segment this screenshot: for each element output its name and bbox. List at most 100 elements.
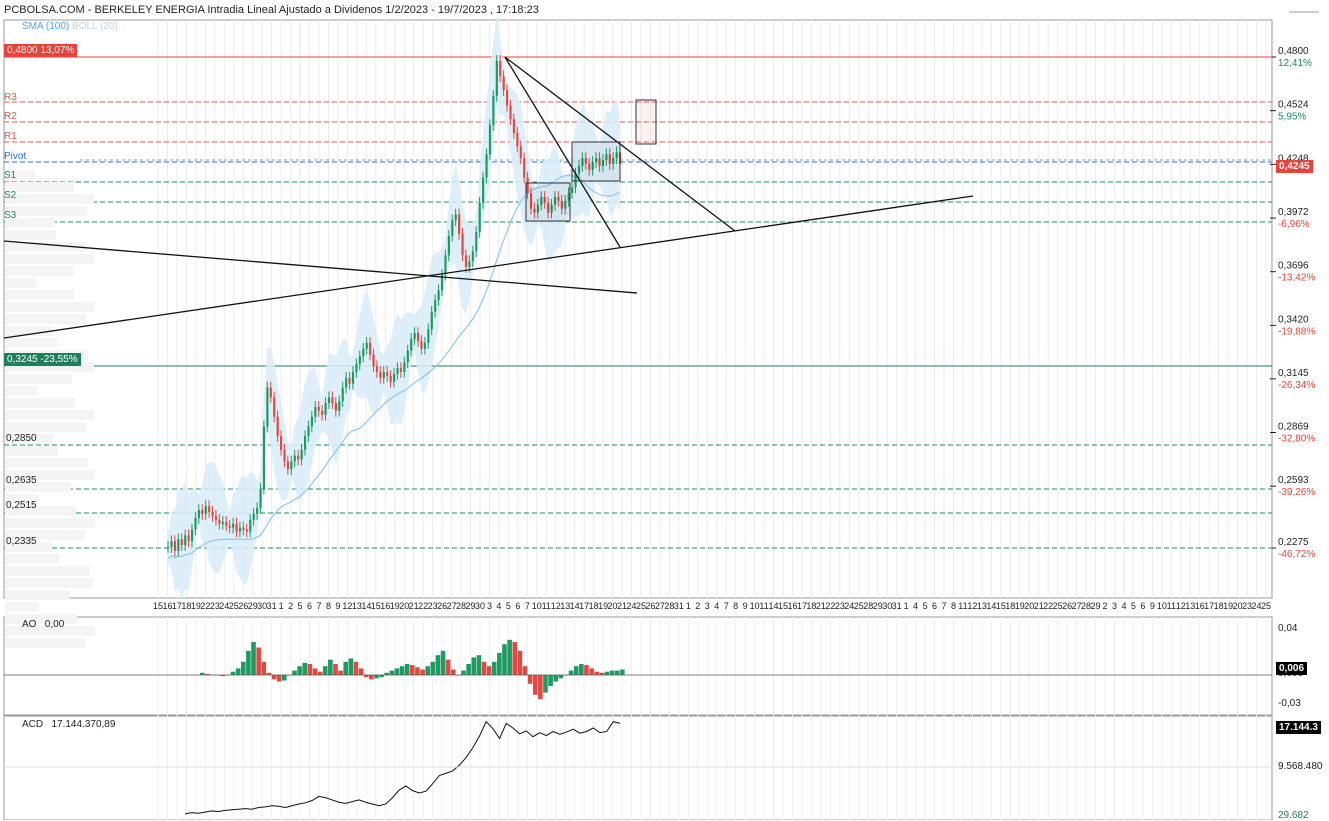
candle-body	[256, 508, 259, 514]
volume-profile-bar	[5, 242, 87, 252]
ao-bar	[481, 661, 487, 675]
level-0-2515: 0,2515	[6, 500, 37, 511]
ao-bar	[297, 666, 302, 675]
x-tick-label: 19	[1223, 601, 1233, 611]
x-tick-label: 27	[655, 601, 665, 611]
x-tick-label: 6	[1140, 601, 1145, 611]
chart-title: PCBOLSA.COM - BERKELEY ENERGIA Intradia …	[4, 4, 539, 16]
candle-body	[348, 377, 351, 384]
x-tick-label: 22	[200, 601, 210, 611]
x-tick-label: 20	[399, 601, 409, 611]
volume-profile-bar	[5, 494, 38, 504]
x-tick-label: 5	[506, 601, 511, 611]
x-tick-label: 1	[279, 601, 284, 611]
ao-bar	[379, 675, 384, 678]
x-tick-label: 16	[1195, 601, 1205, 611]
candle-body	[297, 455, 300, 460]
candle-body	[482, 177, 485, 203]
candle-body	[238, 527, 242, 532]
candle-body	[345, 377, 348, 388]
x-tick-label: 18	[1005, 601, 1015, 611]
candle-body	[533, 208, 536, 213]
candle-body	[485, 154, 488, 178]
candle-body	[444, 255, 447, 275]
x-tick-label: 6	[515, 601, 520, 611]
x-tick-label: 11	[542, 601, 551, 611]
ao-bar	[317, 671, 323, 675]
volume-profile-bar	[5, 278, 36, 288]
ao-bar	[251, 642, 256, 675]
y-pct-label: 12,41%	[1278, 58, 1312, 69]
candle-body	[430, 311, 433, 330]
trendline-1	[504, 56, 621, 248]
volume-profile-bar	[5, 626, 95, 636]
x-tick-label: 2	[288, 601, 293, 611]
range-box-2	[571, 141, 621, 182]
x-tick-label: 18	[181, 601, 191, 611]
candle-body	[488, 125, 492, 155]
ao-bar	[369, 675, 374, 680]
ao-value: 0,00	[44, 619, 65, 630]
x-tick-label: 8	[951, 601, 956, 611]
candle-body	[464, 255, 468, 268]
x-tick-label: 11	[1167, 601, 1176, 611]
y-tick-label: 0,4524	[1278, 100, 1309, 111]
x-tick-label: 3	[705, 601, 710, 611]
y-pct-label: -32,80%	[1278, 433, 1315, 444]
volume-profile-bar	[5, 386, 37, 396]
candle-body	[540, 197, 543, 205]
ao-bar	[374, 675, 379, 679]
ao-bar	[302, 662, 308, 675]
candle-body	[204, 506, 207, 514]
volume-profile-bar	[5, 302, 94, 312]
candle-body	[379, 372, 382, 378]
candle-body	[365, 342, 368, 349]
trendline-4	[3, 240, 638, 294]
x-tick-label: 7	[316, 601, 321, 611]
ao-bar	[584, 665, 589, 675]
ao-bar	[440, 650, 446, 675]
x-tick-label: 25	[229, 601, 239, 611]
candle-body	[221, 521, 224, 524]
volume-profile-bar	[5, 638, 85, 648]
candle-body	[577, 165, 581, 174]
candle-body	[331, 397, 334, 404]
pivot-r2-label: R2	[4, 111, 17, 122]
candle-body	[478, 202, 481, 233]
volume-profile-bar	[5, 470, 94, 480]
volume-profile-bar	[5, 578, 93, 588]
candle-body	[440, 274, 444, 291]
candle-body	[458, 214, 461, 234]
ao-bar	[276, 675, 282, 682]
candle-body	[286, 461, 290, 470]
candle-body	[550, 204, 553, 213]
candle-body	[211, 512, 214, 516]
ao-bar	[261, 661, 267, 675]
candle-body	[423, 342, 427, 349]
boll-legend[interactable]: BOLL (20)	[72, 21, 118, 32]
volume-profile-bar	[5, 482, 71, 492]
candle-body	[269, 387, 272, 398]
pivot-s1-label: S1	[4, 170, 17, 181]
ao-bar	[507, 639, 512, 675]
ao-bar	[548, 675, 553, 686]
ao-current-tag: 0,006	[1276, 662, 1308, 675]
x-tick-label: 2	[695, 601, 700, 611]
candle-body	[434, 300, 437, 312]
candle-body	[170, 541, 173, 548]
candle-body	[519, 146, 522, 159]
x-tick-label: 4	[496, 601, 501, 611]
close-icon[interactable]	[1287, 10, 1321, 18]
x-tick-label: 22	[418, 601, 428, 611]
ao-bar	[512, 642, 518, 675]
sma-legend[interactable]: SMA (100)	[22, 21, 70, 32]
ao-bar	[266, 672, 272, 675]
ao-bar	[579, 664, 584, 675]
candle-body	[447, 235, 450, 256]
volume-profile-bar	[5, 194, 94, 204]
candle-body	[334, 403, 337, 411]
candle-body	[338, 401, 341, 411]
candle-body	[595, 158, 598, 163]
candle-body	[601, 160, 605, 166]
acd-current-tag: 17.144.3	[1276, 721, 1321, 734]
